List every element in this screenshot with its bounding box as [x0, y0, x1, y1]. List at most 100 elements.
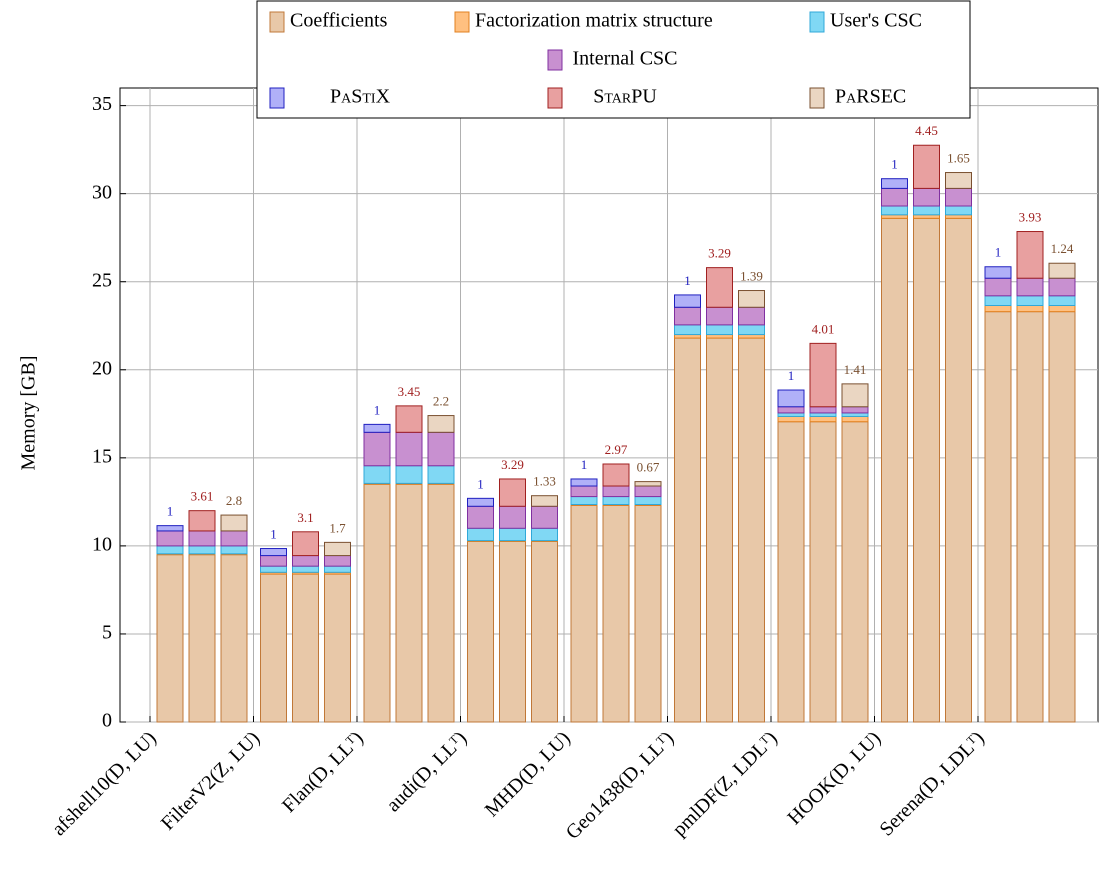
legend-label: User's CSC	[830, 10, 922, 32]
bar-segment	[467, 527, 494, 542]
ratio-label: 4.45	[915, 123, 938, 138]
bar-segment	[913, 205, 940, 216]
overhead-segment	[427, 415, 455, 433]
bar-segment	[427, 483, 455, 723]
bar-segment	[777, 412, 805, 417]
bar-segment	[220, 545, 248, 555]
x-tick-label: MHD(D, LU)	[481, 727, 575, 821]
overhead-segment	[881, 178, 908, 189]
overhead-segment	[260, 548, 287, 557]
x-tick-label: FilterV2(Z, LU)	[157, 727, 264, 834]
bar-segment	[777, 421, 805, 723]
bar-segment	[467, 505, 494, 529]
bar-segment	[531, 540, 558, 723]
overhead-segment	[809, 342, 837, 408]
overhead-segment	[220, 514, 248, 532]
y-tick-label: 5	[102, 622, 112, 644]
ratio-label: 1	[788, 368, 795, 383]
bar-segment	[984, 295, 1012, 306]
bar-segment	[881, 205, 908, 216]
bar-segment	[841, 412, 869, 417]
bar-segment	[841, 415, 869, 423]
bar-segment	[220, 530, 248, 547]
ratio-label: 1	[995, 245, 1002, 260]
legend-box	[256, 0, 971, 119]
bar-segment	[706, 306, 733, 326]
bar-segment	[945, 187, 972, 207]
legend-label: StarPU	[593, 86, 657, 108]
bar-segment	[499, 527, 526, 542]
bar-segment	[499, 505, 526, 529]
overhead-segment	[156, 525, 184, 532]
bar-segment	[738, 337, 765, 723]
bar-segment	[570, 485, 598, 498]
bar-segment	[570, 496, 598, 506]
bar-segment	[395, 431, 423, 467]
x-tick-label: Serena(D, LDLᵀ)	[875, 727, 988, 840]
y-tick-label: 10	[92, 533, 112, 555]
legend-swatch	[454, 11, 470, 33]
y-tick-label: 20	[92, 357, 112, 379]
overhead-segment	[467, 497, 494, 507]
x-tick-label: Geo1438(D, LLᵀ)	[562, 727, 679, 844]
overhead-segment	[363, 423, 391, 433]
overhead-segment	[1016, 231, 1044, 279]
y-tick-label: 25	[92, 269, 112, 291]
bar-segment	[324, 555, 351, 567]
ratio-label: 3.1	[297, 510, 313, 525]
bar-segment	[1016, 311, 1044, 723]
bar-segment	[220, 554, 248, 723]
legend-swatch	[809, 87, 825, 109]
bar-segment	[1048, 304, 1076, 313]
y-tick-label: 15	[92, 445, 112, 467]
bar-segment	[1048, 311, 1076, 723]
legend-swatch	[269, 11, 285, 33]
x-tick-label: HOOK(D, LU)	[783, 727, 885, 829]
bar-segment	[531, 527, 558, 542]
overhead-segment	[984, 266, 1012, 279]
bar-segment	[1016, 304, 1044, 313]
bar-segment	[427, 431, 455, 467]
ratio-label: 0.67	[637, 460, 660, 475]
y-tick-label: 30	[92, 181, 112, 203]
bar-segment	[156, 554, 184, 723]
bar-segment	[738, 324, 765, 336]
bar-segment	[634, 485, 662, 498]
bar-segment	[363, 483, 391, 723]
bar-segment	[881, 187, 908, 207]
legend-label: Internal CSC	[573, 48, 678, 70]
bar-segment	[427, 465, 455, 484]
bar-segment	[324, 565, 351, 573]
legend-swatch	[547, 87, 563, 109]
bar-segment	[1016, 295, 1044, 306]
bar-segment	[188, 554, 216, 723]
legend-swatch	[809, 11, 825, 33]
bar-segment	[777, 415, 805, 423]
bar-segment	[945, 214, 972, 219]
ratio-label: 3.61	[191, 489, 214, 504]
bar-segment	[674, 337, 701, 723]
bar-segment	[809, 406, 837, 414]
bar-segment	[913, 217, 940, 723]
bar-segment	[188, 545, 216, 555]
ratio-label: 3.29	[501, 457, 524, 472]
overhead-segment	[913, 144, 940, 189]
legend-swatch	[269, 87, 285, 109]
ratio-label: 3.45	[398, 384, 421, 399]
bar-segment	[260, 555, 287, 567]
overhead-segment	[634, 481, 662, 487]
legend-swatch	[547, 49, 563, 71]
bar-segment	[809, 415, 837, 423]
bar-segment	[706, 334, 733, 339]
x-tick-label: audi(D, LLᵀ)	[382, 727, 471, 816]
bar-segment	[395, 483, 423, 723]
ratio-label: 1	[477, 476, 484, 491]
ratio-label: 1.41	[844, 362, 867, 377]
legend-label: PaRSEC	[835, 86, 906, 108]
bar-segment	[292, 555, 319, 567]
overhead-segment	[602, 463, 630, 487]
bar-segment	[602, 485, 630, 498]
ratio-label: 2.2	[433, 394, 449, 409]
ratio-label: 2.97	[605, 442, 628, 457]
